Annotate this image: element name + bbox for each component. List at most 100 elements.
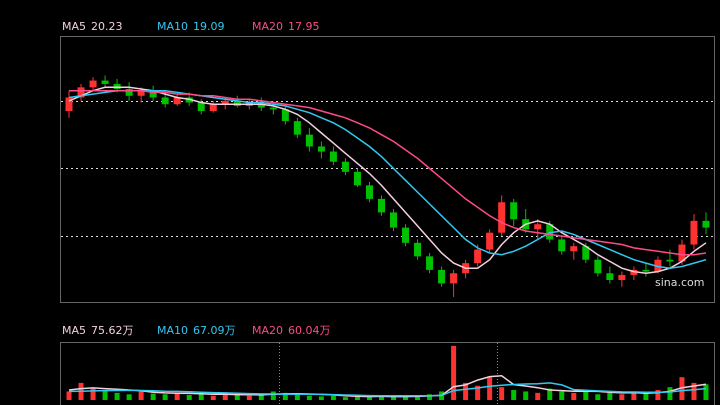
legend-name: MA20 [252,324,283,337]
legend-value: 20.23 [91,20,123,33]
candle-body [486,232,494,250]
candle-body [317,146,325,152]
volume-bar [703,384,709,400]
volume-bar [102,390,108,400]
candle-body [546,224,554,240]
volume-bar [270,391,276,400]
volume-bar [415,395,421,400]
volume-bar [595,394,601,400]
volume-bar [174,392,180,400]
legend-value: 67.09万 [193,324,236,337]
candle-body [666,259,674,262]
legend-value: 60.04万 [288,324,331,337]
volume-bar [198,393,204,400]
candle-body [77,87,85,98]
volume-bar [427,394,433,400]
candle-body [101,80,109,84]
candle-body [570,246,578,252]
volume-bar [619,394,625,400]
candle-body [137,90,145,96]
candle-body [65,97,73,111]
candle-body [149,90,157,98]
candle-body [257,102,265,108]
volume-bar [535,392,541,400]
volume-bar [234,395,240,400]
candle-body [582,246,590,260]
volume-bar [114,392,120,400]
volume-bar [463,382,469,400]
candle-body [414,242,422,257]
candle-body [474,249,482,264]
candle-body [450,273,458,284]
candle-body [642,269,650,272]
legend-name: MA10 [157,324,188,337]
price-frame [60,36,715,303]
candle-body [377,198,385,213]
candle-body [161,97,169,105]
candle-body [281,109,289,122]
volume-bar [571,392,577,400]
volume-bar [222,394,228,400]
legend-value: 75.62万 [91,324,134,337]
candle-body [438,269,446,284]
volume-bar [66,391,72,400]
legend-value: 17.95 [288,20,320,33]
candle-body [173,97,181,105]
legend-name: MA5 [62,324,86,337]
volume-bar [391,396,397,400]
volume-bar [631,391,637,400]
volume-bar [475,385,481,400]
legend-name: MA20 [252,20,283,33]
volume-bar [655,390,661,400]
volume-frame [60,342,715,405]
volume-bar [499,387,505,400]
candle-body [365,185,373,199]
volume-bar [126,394,132,400]
volume-bar [210,395,216,400]
volume-bar [282,392,288,400]
volume-bar [523,391,529,400]
ma-line [68,382,707,397]
volume-bar [403,397,409,400]
candle-body [269,107,277,110]
candle-body [293,121,301,135]
volume-bar [162,394,168,400]
volume-bar [559,391,565,400]
volume-bar [330,395,336,400]
volume-bar [547,388,553,400]
ma-line [68,89,707,269]
candle-body [606,273,614,281]
candle-body [654,259,662,272]
candle-body [510,202,518,220]
candle-body [690,220,698,245]
volume-bar [366,397,372,400]
candle-body [678,244,686,262]
candle-body [185,97,193,103]
candle-body [329,151,337,162]
volume-bar [150,393,156,400]
candle-body [498,202,506,233]
ma-line [69,89,707,256]
volume-bar [487,377,493,400]
candle-body [594,259,602,274]
volume-bar [306,395,312,400]
volume-bar [294,394,300,400]
candle-body [390,212,398,228]
volume-bar [138,391,144,400]
volume-bar [246,395,252,400]
legend-name: MA5 [62,20,86,33]
volume-bar [583,390,589,400]
volume-bar [679,377,685,400]
candle-body [558,239,566,252]
volume-bar [511,390,517,400]
candle-body [534,224,542,230]
candle-body [305,134,313,147]
volume-bar [667,387,673,400]
volume-bar [318,396,324,400]
legend-value: 19.09 [193,20,225,33]
candle-body [113,83,121,90]
volume-bar [90,388,96,400]
volume-bar [186,395,192,400]
ma-line [68,86,707,275]
